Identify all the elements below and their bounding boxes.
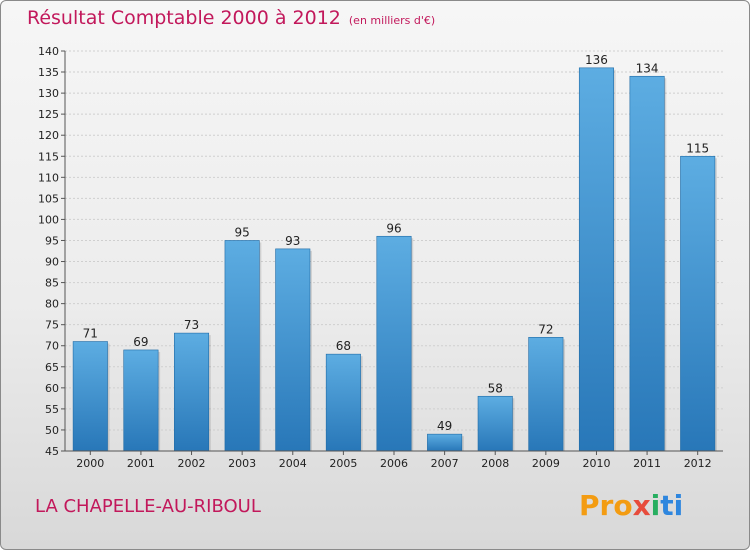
y-tick-label: 130 <box>38 87 59 100</box>
bar-2004 <box>276 249 310 451</box>
y-tick-label: 50 <box>45 424 59 437</box>
x-tick-label: 2005 <box>329 457 357 470</box>
y-tick-label: 60 <box>45 382 59 395</box>
value-label: 93 <box>285 234 300 248</box>
y-tick-label: 45 <box>45 445 59 458</box>
y-tick-label: 75 <box>45 319 59 332</box>
x-tick-label: 2002 <box>178 457 206 470</box>
value-label: 58 <box>488 381 503 395</box>
y-tick-label: 95 <box>45 234 59 247</box>
bar-2012 <box>680 156 714 451</box>
x-tick-label: 2011 <box>633 457 661 470</box>
bar-2010 <box>579 68 613 451</box>
value-label: 69 <box>133 335 148 349</box>
value-label: 136 <box>585 53 608 67</box>
bar-2006 <box>377 236 411 451</box>
x-tick-label: 2010 <box>582 457 610 470</box>
value-label: 68 <box>336 339 351 353</box>
y-tick-label: 100 <box>38 213 59 226</box>
chart-frame: Résultat Comptable 2000 à 2012 (en millie… <box>0 0 750 550</box>
value-label: 95 <box>235 225 250 239</box>
proxiti-logo: Proxiti <box>579 489 683 522</box>
x-tick-label: 2004 <box>279 457 307 470</box>
x-tick-label: 2008 <box>481 457 509 470</box>
value-label: 72 <box>538 322 553 336</box>
y-tick-label: 105 <box>38 192 59 205</box>
y-tick-label: 120 <box>38 129 59 142</box>
value-label: 134 <box>636 61 659 75</box>
bar-2001 <box>124 350 158 451</box>
value-label: 71 <box>83 327 98 341</box>
y-tick-label: 65 <box>45 361 59 374</box>
y-tick-label: 110 <box>38 171 59 184</box>
y-tick-label: 90 <box>45 256 59 269</box>
bar-2011 <box>630 76 664 451</box>
bar-2000 <box>73 342 107 451</box>
value-label: 73 <box>184 318 199 332</box>
y-tick-label: 125 <box>38 108 59 121</box>
value-label: 49 <box>437 419 452 433</box>
logo-part-3: i <box>651 489 661 522</box>
y-tick-label: 70 <box>45 340 59 353</box>
x-tick-label: 2001 <box>127 457 155 470</box>
bar-2008 <box>478 396 512 451</box>
logo-part-2: x <box>633 489 651 522</box>
x-tick-label: 2003 <box>228 457 256 470</box>
logo-part-4: ti <box>660 489 683 522</box>
y-tick-label: 140 <box>38 45 59 58</box>
y-tick-label: 55 <box>45 403 59 416</box>
bar-2003 <box>225 240 259 451</box>
value-label: 115 <box>686 141 709 155</box>
x-tick-label: 2012 <box>684 457 712 470</box>
commune-name: LA CHAPELLE-AU-RIBOUL <box>35 496 261 517</box>
y-tick-label: 115 <box>38 150 59 163</box>
y-tick-label: 80 <box>45 298 59 311</box>
bar-2002 <box>174 333 208 451</box>
logo-part-1: Pro <box>579 489 633 522</box>
bar-chart: 45 50 55 60 65 70 75 80 85 90 95 100 105 110 115 120 125… <box>1 1 750 550</box>
y-tick-label: 85 <box>45 277 59 290</box>
value-label: 96 <box>386 221 401 235</box>
x-tick-label: 2006 <box>380 457 408 470</box>
x-tick-label: 2000 <box>76 457 104 470</box>
bar-2005 <box>326 354 360 451</box>
x-tick-label: 2007 <box>431 457 459 470</box>
bar-2007 <box>427 434 461 451</box>
bar-2009 <box>529 337 563 451</box>
x-tick-label: 2009 <box>532 457 560 470</box>
y-tick-label: 135 <box>38 66 59 79</box>
